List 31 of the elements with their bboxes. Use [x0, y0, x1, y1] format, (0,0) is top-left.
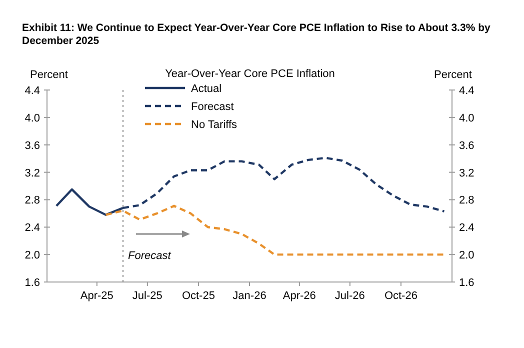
x-tick-label: Oct-26 [384, 290, 418, 302]
y-tick-label: 3.2 [24, 167, 40, 180]
chart-subtitle: Year-Over-Year Core PCE Inflation [165, 68, 335, 80]
y2-tick-label: 4.4 [459, 85, 474, 97]
y-axis-title: Percent [30, 69, 68, 81]
y-tick-label: 2.4 [24, 222, 40, 234]
y2-tick-label: 2.8 [459, 194, 474, 207]
y2-tick-label: 2.0 [459, 250, 474, 262]
x-tick-label: Jan-26 [232, 290, 266, 302]
x-tick-label: Apr-25 [80, 290, 114, 302]
x-tick-label: Apr-26 [282, 290, 316, 302]
chart-title: Exhibit 11: We Continue to Expect Year-Over-Year Core PCE Inflation to Rise to About 3.3% by December 2025 [22, 22, 490, 47]
x-tick-label: Oct-25 [182, 290, 215, 302]
x-tick-label: Jul-25 [132, 290, 162, 302]
legend-label: Forecast [191, 101, 234, 113]
y-tick-label: 1.6 [24, 277, 40, 289]
x-tick-label: Jul-26 [334, 290, 365, 302]
annotation: Forecast [128, 250, 172, 262]
y-tick-label: 4.0 [24, 112, 40, 124]
y2-tick-label: 1.6 [459, 277, 474, 289]
y2-tick-label: 2.4 [459, 222, 474, 234]
legend-label: No Tariffs [191, 119, 238, 131]
y2-tick-label: 3.2 [459, 167, 474, 180]
y-tick-label: 3.6 [24, 140, 40, 152]
legend-label: Actual [191, 83, 222, 95]
y-tick-label: 4.4 [24, 85, 40, 97]
y2-axis-title: Percent [434, 69, 472, 81]
y-tick-label: 2.0 [24, 250, 40, 262]
y2-tick-label: 4.0 [459, 112, 474, 124]
y-tick-label: 2.8 [24, 194, 40, 207]
y2-tick-label: 3.6 [459, 140, 474, 152]
